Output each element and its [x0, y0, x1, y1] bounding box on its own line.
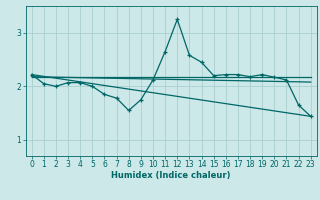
X-axis label: Humidex (Indice chaleur): Humidex (Indice chaleur) [111, 171, 231, 180]
